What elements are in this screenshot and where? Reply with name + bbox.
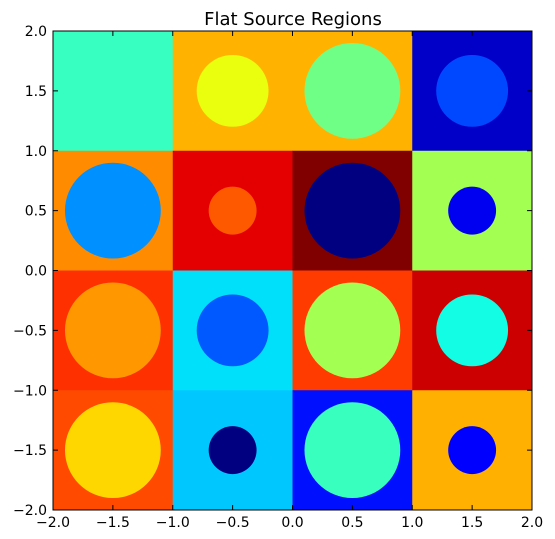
axis-ticks: −2.0 −1.5 −1.0 −0.5 0.0 0.5 1.0 1.5 2.0 −2.0 −1.5 −…	[13, 24, 543, 531]
y-tick-label: −2.0	[13, 503, 47, 519]
x-tick-label: −2.0	[36, 515, 70, 531]
region-circle	[436, 294, 509, 367]
region-circle	[208, 426, 257, 475]
chart-title: Flat Source Regions	[204, 9, 382, 30]
region-circle	[64, 282, 161, 379]
x-tick-label: −1.0	[156, 515, 190, 531]
y-tick-label: −1.0	[13, 383, 47, 399]
region-circle	[304, 282, 401, 379]
region-circle	[448, 426, 497, 475]
region-circle	[304, 402, 401, 499]
region-circle	[196, 54, 269, 127]
region-circle	[304, 162, 401, 259]
x-tick-label: 1.5	[461, 515, 483, 531]
region-circle	[64, 402, 161, 499]
region-circle	[436, 54, 509, 127]
x-tick-label: 0.5	[341, 515, 363, 531]
region-circle	[196, 294, 269, 367]
y-tick-label: 2.0	[25, 24, 47, 40]
x-tick-label: −0.5	[216, 515, 250, 531]
plot-cells	[53, 31, 533, 511]
region-circle	[448, 186, 497, 235]
y-tick-label: 1.0	[25, 144, 47, 160]
y-tick-label: −0.5	[13, 323, 47, 339]
y-tick-label: 0.0	[25, 264, 47, 280]
region-circle	[64, 162, 161, 259]
y-tick-label: −1.5	[13, 443, 47, 459]
region-circle	[208, 186, 257, 235]
y-tick-label: 0.5	[25, 204, 47, 220]
x-tick-label: 2.0	[521, 515, 543, 531]
x-tick-label: −1.5	[96, 515, 130, 531]
region-circle	[304, 42, 401, 139]
region-square	[53, 31, 174, 152]
x-tick-label: 1.0	[401, 515, 423, 531]
y-tick-label: 1.5	[25, 84, 47, 100]
plot-frame	[52, 30, 533, 511]
x-tick-label: 0.0	[281, 515, 303, 531]
